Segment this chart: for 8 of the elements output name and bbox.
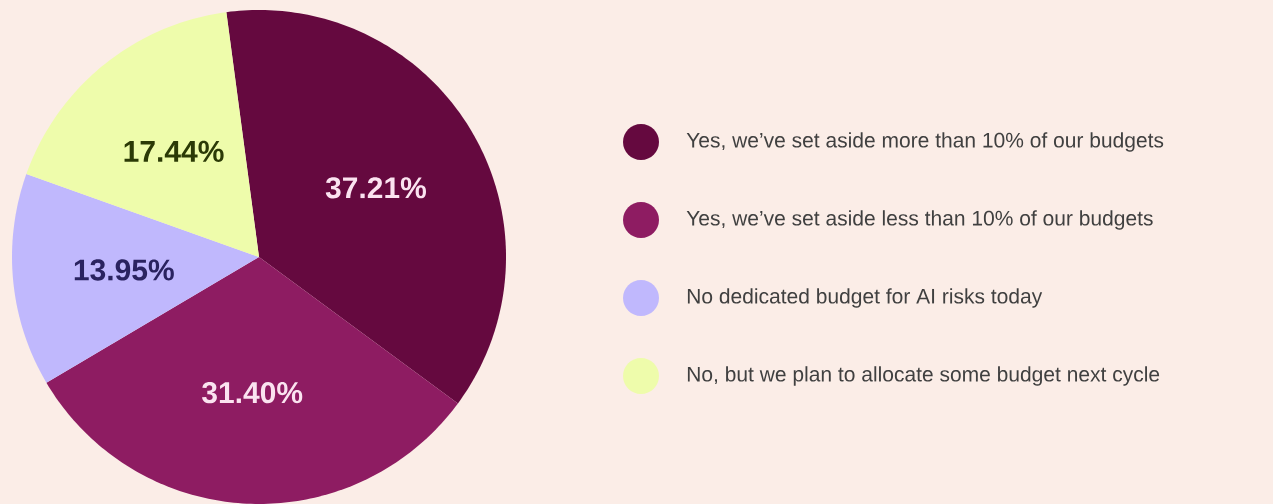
data-label: 37.21% bbox=[325, 177, 426, 199]
data-label: 13.95% bbox=[74, 259, 174, 281]
legend-label: Yes, we’ve set aside less than 10% of our budgets bbox=[686, 210, 1153, 230]
legend-label: No, but we plan to allocate some budget next cycle bbox=[687, 366, 1160, 386]
legend-label: No dedicated budget for AI risks today bbox=[687, 288, 1043, 308]
legend-label: Yes, we’ve set aside more than 10% of our budgets bbox=[686, 132, 1164, 152]
data-label: 31.40% bbox=[202, 382, 303, 404]
data-label: 17.44% bbox=[124, 140, 224, 162]
